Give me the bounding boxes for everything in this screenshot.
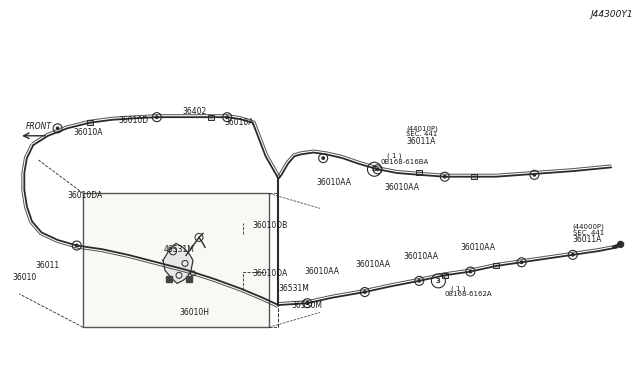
Text: 36010AA: 36010AA [384,183,419,192]
Bar [208,115,214,120]
Bar [86,120,93,125]
Text: 36010DB: 36010DB [253,221,288,230]
Text: (44000P): (44000P) [573,224,605,230]
Circle shape [520,261,523,263]
Text: 36010H: 36010H [179,308,209,317]
Text: SEC. 441: SEC. 441 [406,131,438,137]
Circle shape [242,222,244,224]
Text: 36402: 36402 [182,107,207,116]
Text: 36010DA: 36010DA [253,269,288,278]
Text: FRONT: FRONT [26,122,51,131]
Text: 36530M: 36530M [291,301,322,310]
Text: 46531M: 46531M [163,245,194,254]
Circle shape [376,168,379,170]
Polygon shape [163,243,193,283]
Text: B: B [372,166,377,172]
Text: 36010AA: 36010AA [304,267,339,276]
Text: 3: 3 [436,278,441,284]
Text: ( 1 ): ( 1 ) [451,285,466,292]
Circle shape [572,254,574,256]
Text: 08168-6162A: 08168-6162A [445,291,492,297]
Text: 36531M: 36531M [278,284,309,293]
Text: 36011A: 36011A [406,137,436,146]
Text: 36010D: 36010D [118,116,148,125]
Circle shape [618,241,623,247]
Text: 36010: 36010 [13,273,37,282]
Circle shape [226,116,228,118]
Text: 36010AA: 36010AA [461,243,496,252]
Text: 36010DA: 36010DA [67,191,102,200]
Text: 36010AA: 36010AA [355,260,390,269]
Circle shape [184,269,187,271]
Circle shape [533,174,536,176]
Circle shape [322,157,324,159]
Circle shape [156,116,158,118]
Bar [186,276,192,282]
Circle shape [418,280,420,282]
Bar [470,174,477,179]
Text: 36010AA: 36010AA [317,178,352,187]
Text: ( 1 ): ( 1 ) [387,153,402,160]
Bar [442,273,448,278]
Text: (44010P): (44010P) [406,125,438,132]
Text: 36010A: 36010A [224,118,253,127]
Circle shape [306,302,308,304]
Bar [166,276,172,282]
Circle shape [469,270,472,273]
Text: J44300Y1: J44300Y1 [591,10,634,19]
Text: 36011A: 36011A [573,235,602,244]
Text: SEC. 441: SEC. 441 [573,230,604,235]
Circle shape [56,127,59,129]
Circle shape [444,176,446,178]
Bar [416,170,422,176]
Text: 36010AA: 36010AA [403,252,438,261]
Circle shape [76,244,78,247]
Bar [493,263,499,269]
Text: 36011: 36011 [35,262,60,270]
Text: 36010A: 36010A [74,128,103,137]
Bar [83,193,269,327]
Text: 0B168-616BA: 0B168-616BA [381,159,429,165]
Circle shape [364,291,366,293]
Circle shape [242,270,244,273]
